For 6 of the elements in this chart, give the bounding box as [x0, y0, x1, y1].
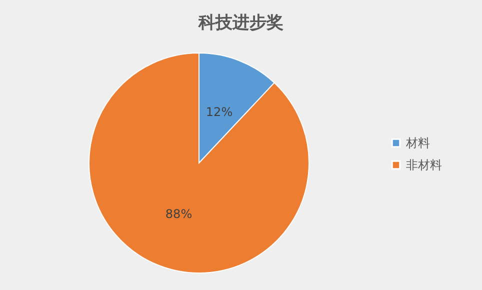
data-label: 88% [165, 207, 192, 222]
chart-title: 科技进步奖 [198, 13, 284, 33]
legend-label: 材料 [405, 136, 430, 150]
pie-slice [88, 52, 310, 274]
data-label: 12% [206, 104, 233, 119]
legend-label: 非材料 [406, 158, 442, 172]
